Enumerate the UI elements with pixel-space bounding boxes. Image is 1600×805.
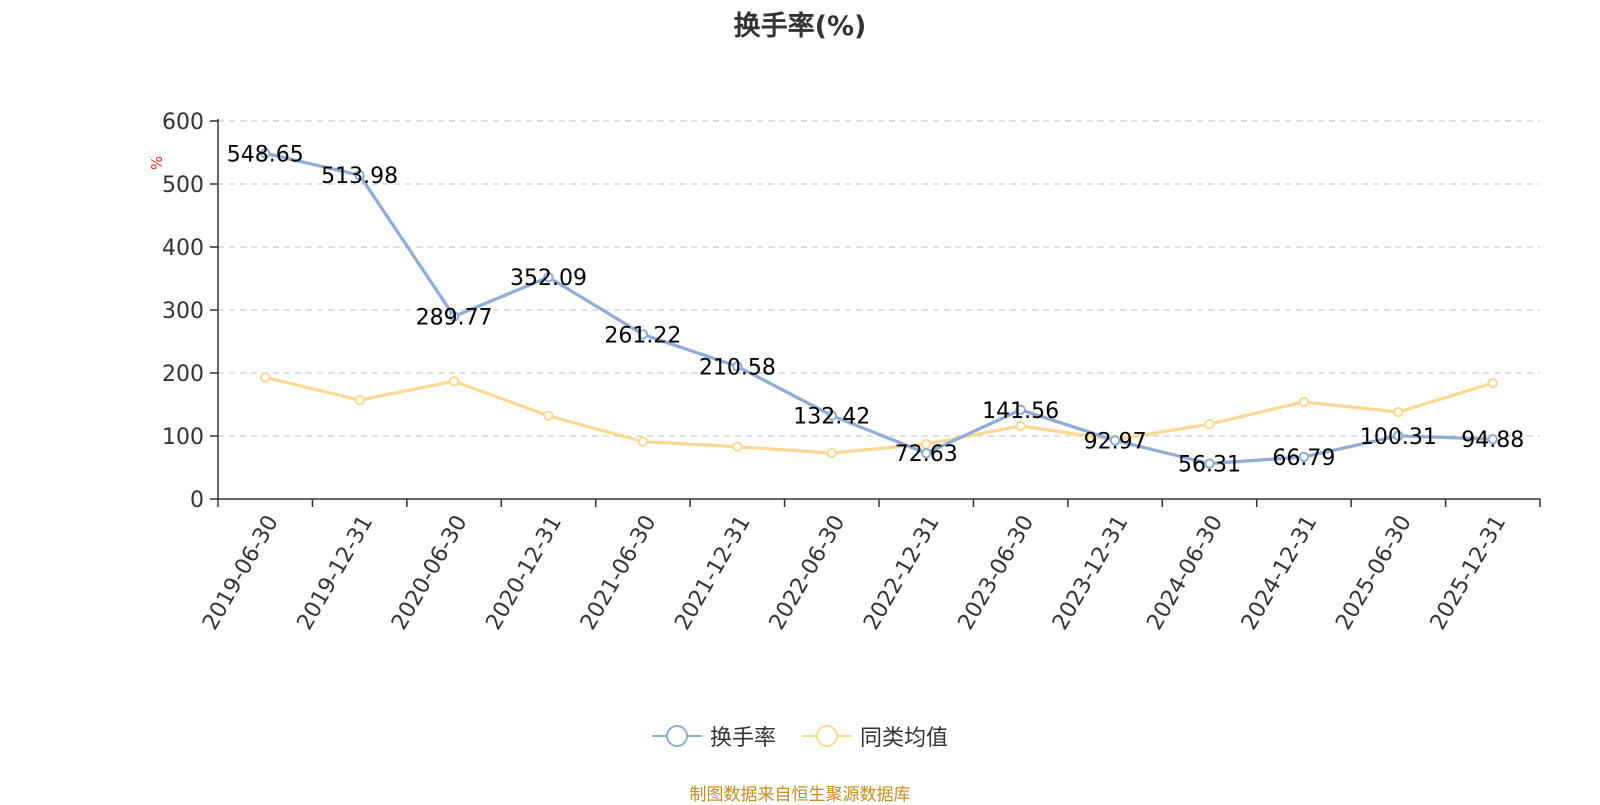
- legend-item-turnover[interactable]: 换手率: [651, 720, 776, 752]
- turnover-point: [1204, 458, 1215, 469]
- peer-average-point: [448, 375, 460, 387]
- turnover-series-line: [264, 151, 1493, 466]
- peer-average-point: [732, 441, 743, 452]
- x-tick-label: 2025-12-31: [1426, 511, 1512, 634]
- y-tick-label: 400: [162, 236, 204, 261]
- turnover-data-label: 72.63: [895, 442, 958, 467]
- peer-average-point: [1393, 406, 1404, 418]
- x-tick-label: 2024-12-31: [1237, 511, 1323, 634]
- turnover-data-label: 210.58: [699, 355, 776, 380]
- turnover-data-label: 141.56: [982, 399, 1059, 424]
- peer-average-point: [1204, 418, 1215, 430]
- turnover-point: [354, 169, 365, 181]
- turnover-data-label: 66.79: [1272, 446, 1335, 471]
- y-tick-label: 500: [162, 173, 204, 198]
- chart-title: 换手率(%): [733, 11, 867, 42]
- y-axis-unit-label: %: [148, 156, 166, 170]
- peer-average-point: [354, 394, 365, 406]
- legend: 换手率 同类均值: [0, 720, 1600, 752]
- x-tick-label: 2022-12-31: [859, 511, 945, 634]
- peer-average-point: [1015, 420, 1026, 432]
- turnover-point: [921, 448, 932, 459]
- y-tick-label: 200: [162, 362, 204, 387]
- x-tick-label: 2022-06-30: [765, 511, 851, 634]
- x-tick-label: 2021-06-30: [576, 511, 662, 634]
- turnover-point: [260, 148, 271, 159]
- turnover-data-label: 513.98: [321, 164, 398, 189]
- turnover-data-label: 261.22: [604, 323, 681, 348]
- y-tick-label: 300: [162, 299, 204, 324]
- peer-average-point: [637, 436, 649, 447]
- turnover-point: [543, 271, 554, 283]
- peer-average-series-line: [264, 375, 1494, 455]
- turnover-data-label: 548.65: [227, 142, 304, 167]
- turnover-point: [826, 410, 837, 421]
- x-tick-label: 2020-12-31: [481, 511, 567, 634]
- y-tick-label: 600: [162, 110, 204, 135]
- y-tick-label: 0: [190, 488, 204, 513]
- legend-label-turnover: 换手率: [709, 726, 776, 751]
- x-tick-label: 2024-06-30: [1142, 511, 1228, 634]
- x-tick-label: 2020-06-30: [387, 511, 473, 634]
- turnover-point: [1109, 435, 1121, 446]
- turnover-point: [1393, 430, 1404, 442]
- data-source-note: 制图数据来自恒生聚源数据库: [689, 785, 911, 805]
- turnover-point: [1487, 434, 1498, 445]
- y-tick-label: 100: [162, 425, 204, 450]
- x-tick-label: 2023-06-30: [954, 511, 1040, 634]
- turnover-data-label: 56.31: [1178, 453, 1241, 478]
- legend-item-peer-average[interactable]: 同类均值: [802, 720, 948, 752]
- turnover-data-label: 352.09: [510, 266, 587, 291]
- x-tick-label: 2021-12-31: [670, 511, 756, 634]
- turnover-point: [637, 329, 649, 340]
- turnover-point: [448, 311, 460, 322]
- turnover-data-label: 132.42: [793, 405, 870, 430]
- peer-average-point: [826, 447, 837, 459]
- legend-turnover-line-icon: [651, 725, 702, 747]
- x-tick-label: 2019-12-31: [293, 511, 379, 634]
- turnover-data-label: 100.31: [1360, 425, 1437, 450]
- x-tick-label: 2023-12-31: [1048, 511, 1134, 634]
- turnover-data-label: 92.97: [1084, 429, 1147, 454]
- peer-average-point: [260, 372, 271, 383]
- turnover-point: [1015, 404, 1026, 416]
- legend-label-peer-average: 同类均值: [860, 726, 949, 751]
- x-tick-label: 2025-06-30: [1331, 511, 1417, 634]
- legend-average-line-icon: [802, 725, 852, 747]
- turnover-point: [732, 361, 743, 372]
- peer-average-point: [1487, 377, 1498, 389]
- turnover-data-label: 94.88: [1461, 428, 1524, 453]
- peer-average-point: [1298, 396, 1310, 408]
- peer-average-point: [543, 410, 554, 422]
- turnover-data-label: 289.77: [416, 305, 493, 330]
- x-tick-label: 2019-06-30: [198, 511, 284, 634]
- turnover-point: [1298, 451, 1310, 463]
